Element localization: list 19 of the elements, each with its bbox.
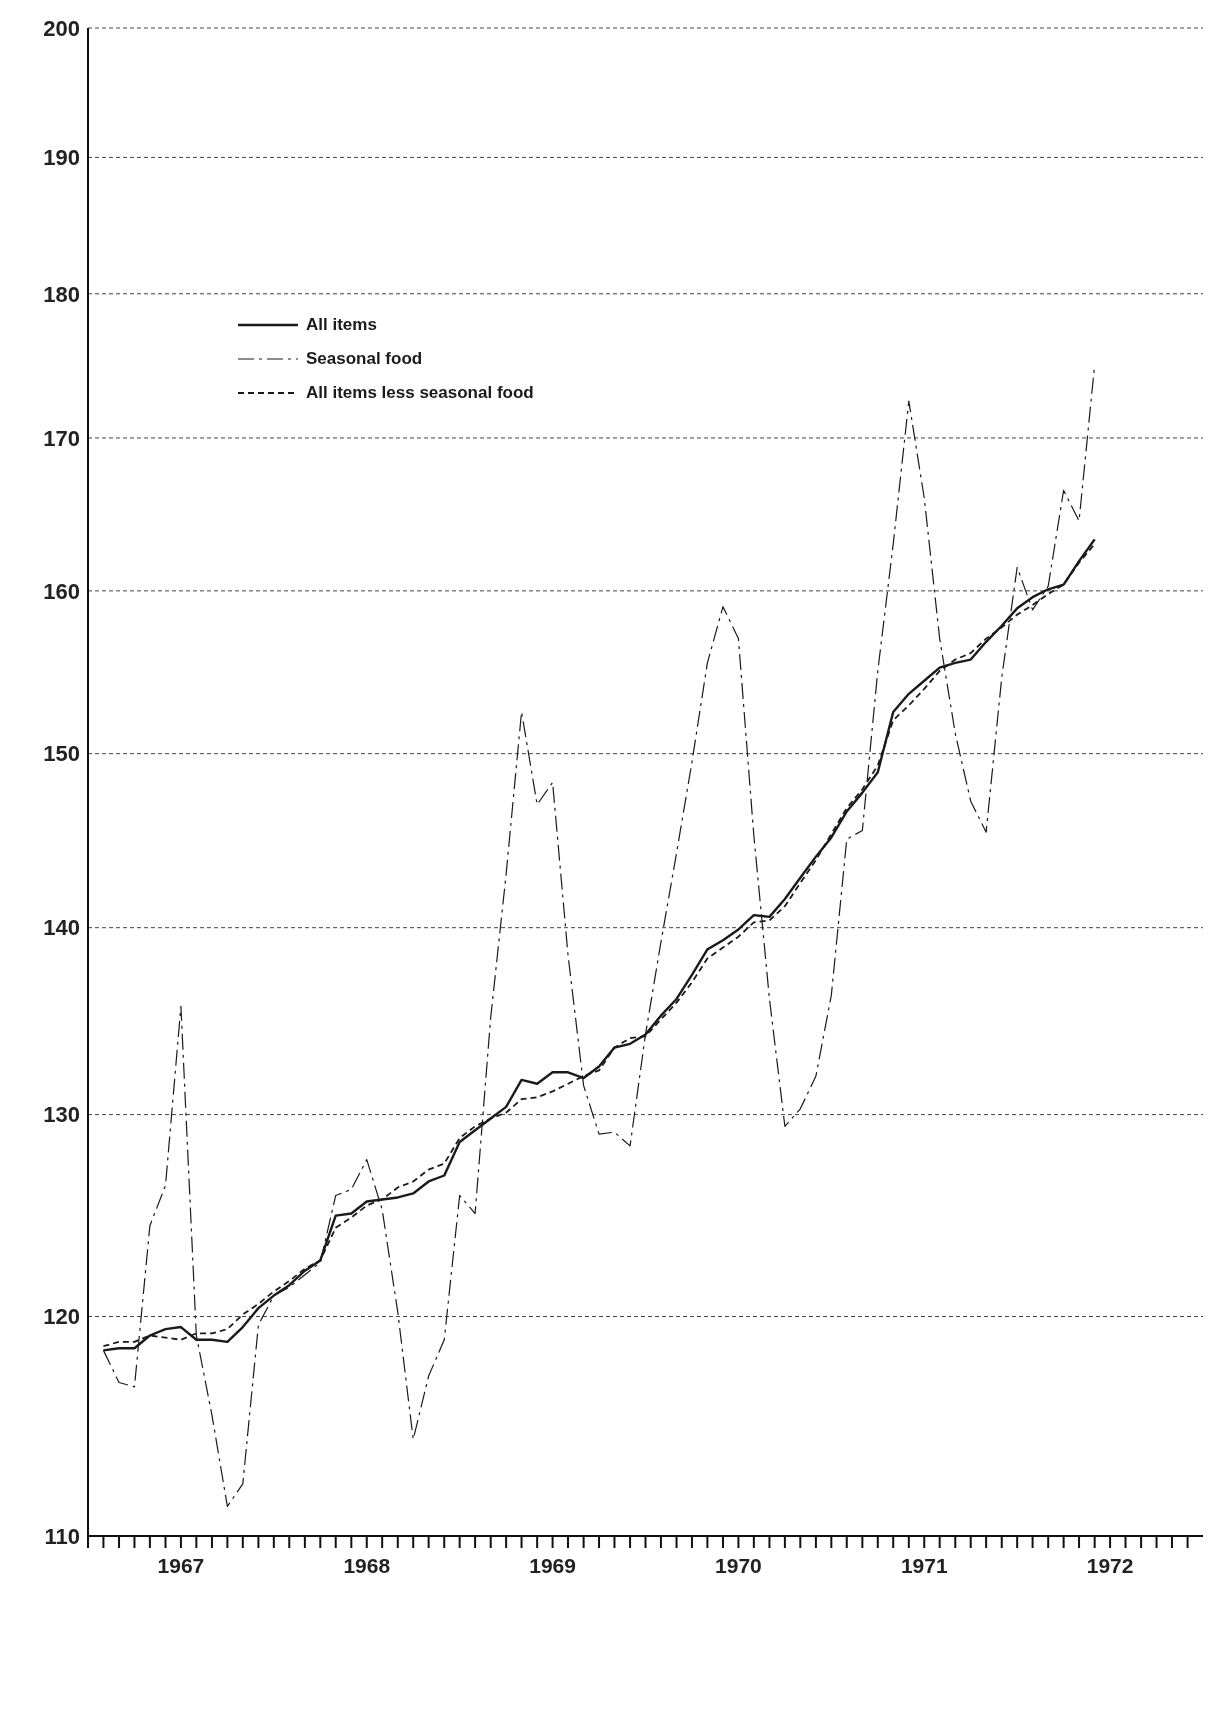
x-tick-label: 1970 xyxy=(715,1553,762,1577)
y-tick-label: 190 xyxy=(43,145,80,171)
x-tick-label: 1969 xyxy=(529,1553,576,1577)
x-tick-label: 1971 xyxy=(900,1553,948,1577)
y-tick-label: 170 xyxy=(43,425,80,451)
x-tick-label: 1968 xyxy=(343,1553,391,1577)
y-tick-label: 130 xyxy=(43,1102,80,1128)
x-tick-label: 1967 xyxy=(157,1553,205,1577)
y-tick-label: 120 xyxy=(43,1304,80,1330)
legend-label: Seasonal food xyxy=(306,349,423,369)
y-tick-label: 180 xyxy=(43,281,80,307)
x-tick-label: 1972 xyxy=(1086,1553,1134,1577)
legend-label: All items less seasonal food xyxy=(306,383,534,403)
y-tick-label: 110 xyxy=(44,1523,80,1549)
legend-label: All items xyxy=(306,315,377,335)
y-tick-label: 200 xyxy=(43,15,80,41)
y-tick-label: 140 xyxy=(43,915,80,941)
y-tick-label: 160 xyxy=(43,578,80,604)
y-tick-label: 150 xyxy=(43,741,80,767)
